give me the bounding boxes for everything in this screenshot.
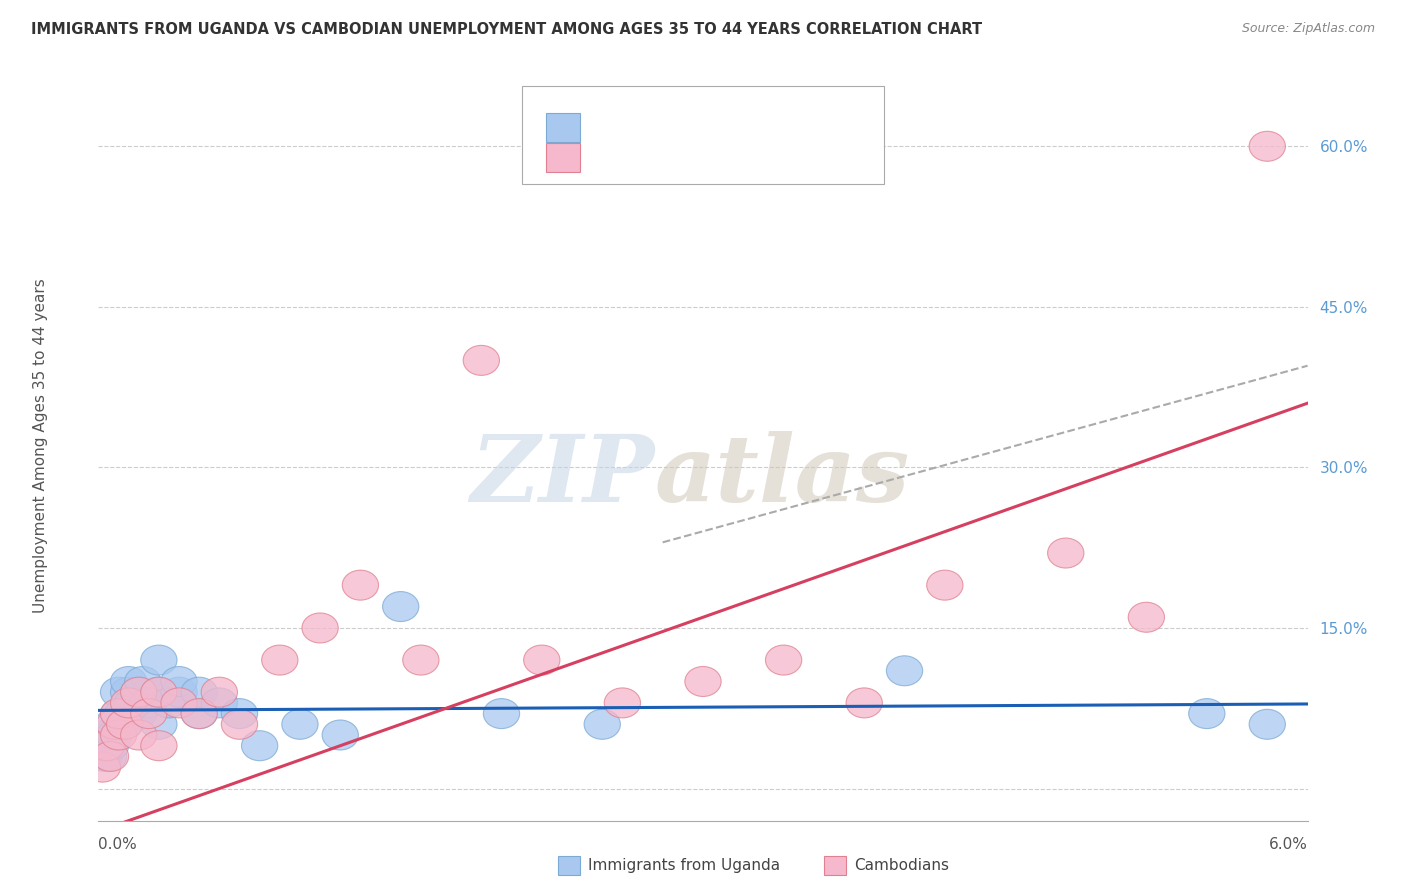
FancyBboxPatch shape	[546, 113, 579, 142]
Text: atlas: atlas	[655, 431, 910, 521]
Ellipse shape	[242, 731, 278, 761]
Ellipse shape	[100, 698, 136, 729]
Ellipse shape	[201, 677, 238, 707]
Text: Source: ZipAtlas.com: Source: ZipAtlas.com	[1241, 22, 1375, 36]
Ellipse shape	[97, 709, 132, 739]
Ellipse shape	[181, 698, 218, 729]
Ellipse shape	[141, 677, 177, 707]
Ellipse shape	[1249, 131, 1285, 161]
Text: R = 0.653: R = 0.653	[592, 136, 675, 151]
Ellipse shape	[382, 591, 419, 622]
Ellipse shape	[84, 752, 121, 782]
Text: ZIP: ZIP	[471, 431, 655, 521]
Ellipse shape	[402, 645, 439, 675]
Ellipse shape	[90, 741, 127, 772]
FancyBboxPatch shape	[522, 87, 884, 184]
Text: N = 31: N = 31	[734, 136, 790, 151]
Ellipse shape	[89, 731, 125, 761]
Ellipse shape	[463, 345, 499, 376]
FancyBboxPatch shape	[546, 144, 579, 172]
Ellipse shape	[605, 688, 641, 718]
Ellipse shape	[104, 698, 141, 729]
Ellipse shape	[322, 720, 359, 750]
FancyBboxPatch shape	[824, 856, 845, 875]
Ellipse shape	[100, 677, 136, 707]
Ellipse shape	[160, 666, 197, 697]
Ellipse shape	[86, 741, 122, 772]
Text: Unemployment Among Ages 35 to 44 years: Unemployment Among Ages 35 to 44 years	[32, 278, 48, 614]
Ellipse shape	[1188, 698, 1225, 729]
Ellipse shape	[141, 731, 177, 761]
Ellipse shape	[94, 709, 131, 739]
Ellipse shape	[89, 720, 125, 750]
Ellipse shape	[583, 709, 620, 739]
Ellipse shape	[302, 613, 339, 643]
Ellipse shape	[927, 570, 963, 600]
Ellipse shape	[846, 688, 883, 718]
Text: R = 0.055: R = 0.055	[592, 106, 675, 120]
Ellipse shape	[1047, 538, 1084, 568]
Ellipse shape	[221, 698, 257, 729]
Ellipse shape	[131, 688, 167, 718]
Ellipse shape	[484, 698, 520, 729]
Ellipse shape	[121, 698, 157, 729]
Ellipse shape	[100, 698, 136, 729]
Text: Immigrants from Uganda: Immigrants from Uganda	[588, 858, 780, 873]
Text: 0.0%: 0.0%	[98, 837, 138, 852]
Ellipse shape	[221, 709, 257, 739]
Ellipse shape	[262, 645, 298, 675]
Ellipse shape	[160, 688, 197, 718]
Ellipse shape	[523, 645, 560, 675]
Ellipse shape	[181, 677, 218, 707]
Ellipse shape	[150, 688, 187, 718]
Ellipse shape	[685, 666, 721, 697]
FancyBboxPatch shape	[558, 856, 579, 875]
Ellipse shape	[281, 709, 318, 739]
Ellipse shape	[1128, 602, 1164, 632]
Ellipse shape	[125, 666, 160, 697]
Text: IMMIGRANTS FROM UGANDA VS CAMBODIAN UNEMPLOYMENT AMONG AGES 35 TO 44 YEARS CORRE: IMMIGRANTS FROM UGANDA VS CAMBODIAN UNEM…	[31, 22, 981, 37]
Ellipse shape	[141, 645, 177, 675]
Ellipse shape	[765, 645, 801, 675]
Ellipse shape	[342, 570, 378, 600]
Ellipse shape	[121, 677, 157, 707]
Ellipse shape	[160, 677, 197, 707]
Ellipse shape	[886, 656, 922, 686]
Ellipse shape	[1249, 709, 1285, 739]
Ellipse shape	[107, 709, 143, 739]
Text: 6.0%: 6.0%	[1268, 837, 1308, 852]
Ellipse shape	[111, 677, 146, 707]
Ellipse shape	[121, 720, 157, 750]
Text: Cambodians: Cambodians	[855, 858, 949, 873]
Ellipse shape	[111, 688, 146, 718]
Ellipse shape	[131, 698, 167, 729]
Ellipse shape	[84, 731, 121, 761]
Ellipse shape	[111, 666, 146, 697]
Ellipse shape	[93, 731, 129, 761]
Ellipse shape	[107, 709, 143, 739]
Ellipse shape	[100, 720, 136, 750]
Ellipse shape	[97, 720, 132, 750]
Ellipse shape	[121, 677, 157, 707]
Ellipse shape	[201, 688, 238, 718]
Text: N = 37: N = 37	[734, 106, 790, 120]
Ellipse shape	[93, 741, 129, 772]
Ellipse shape	[114, 688, 150, 718]
Ellipse shape	[181, 698, 218, 729]
Ellipse shape	[141, 709, 177, 739]
Ellipse shape	[141, 677, 177, 707]
